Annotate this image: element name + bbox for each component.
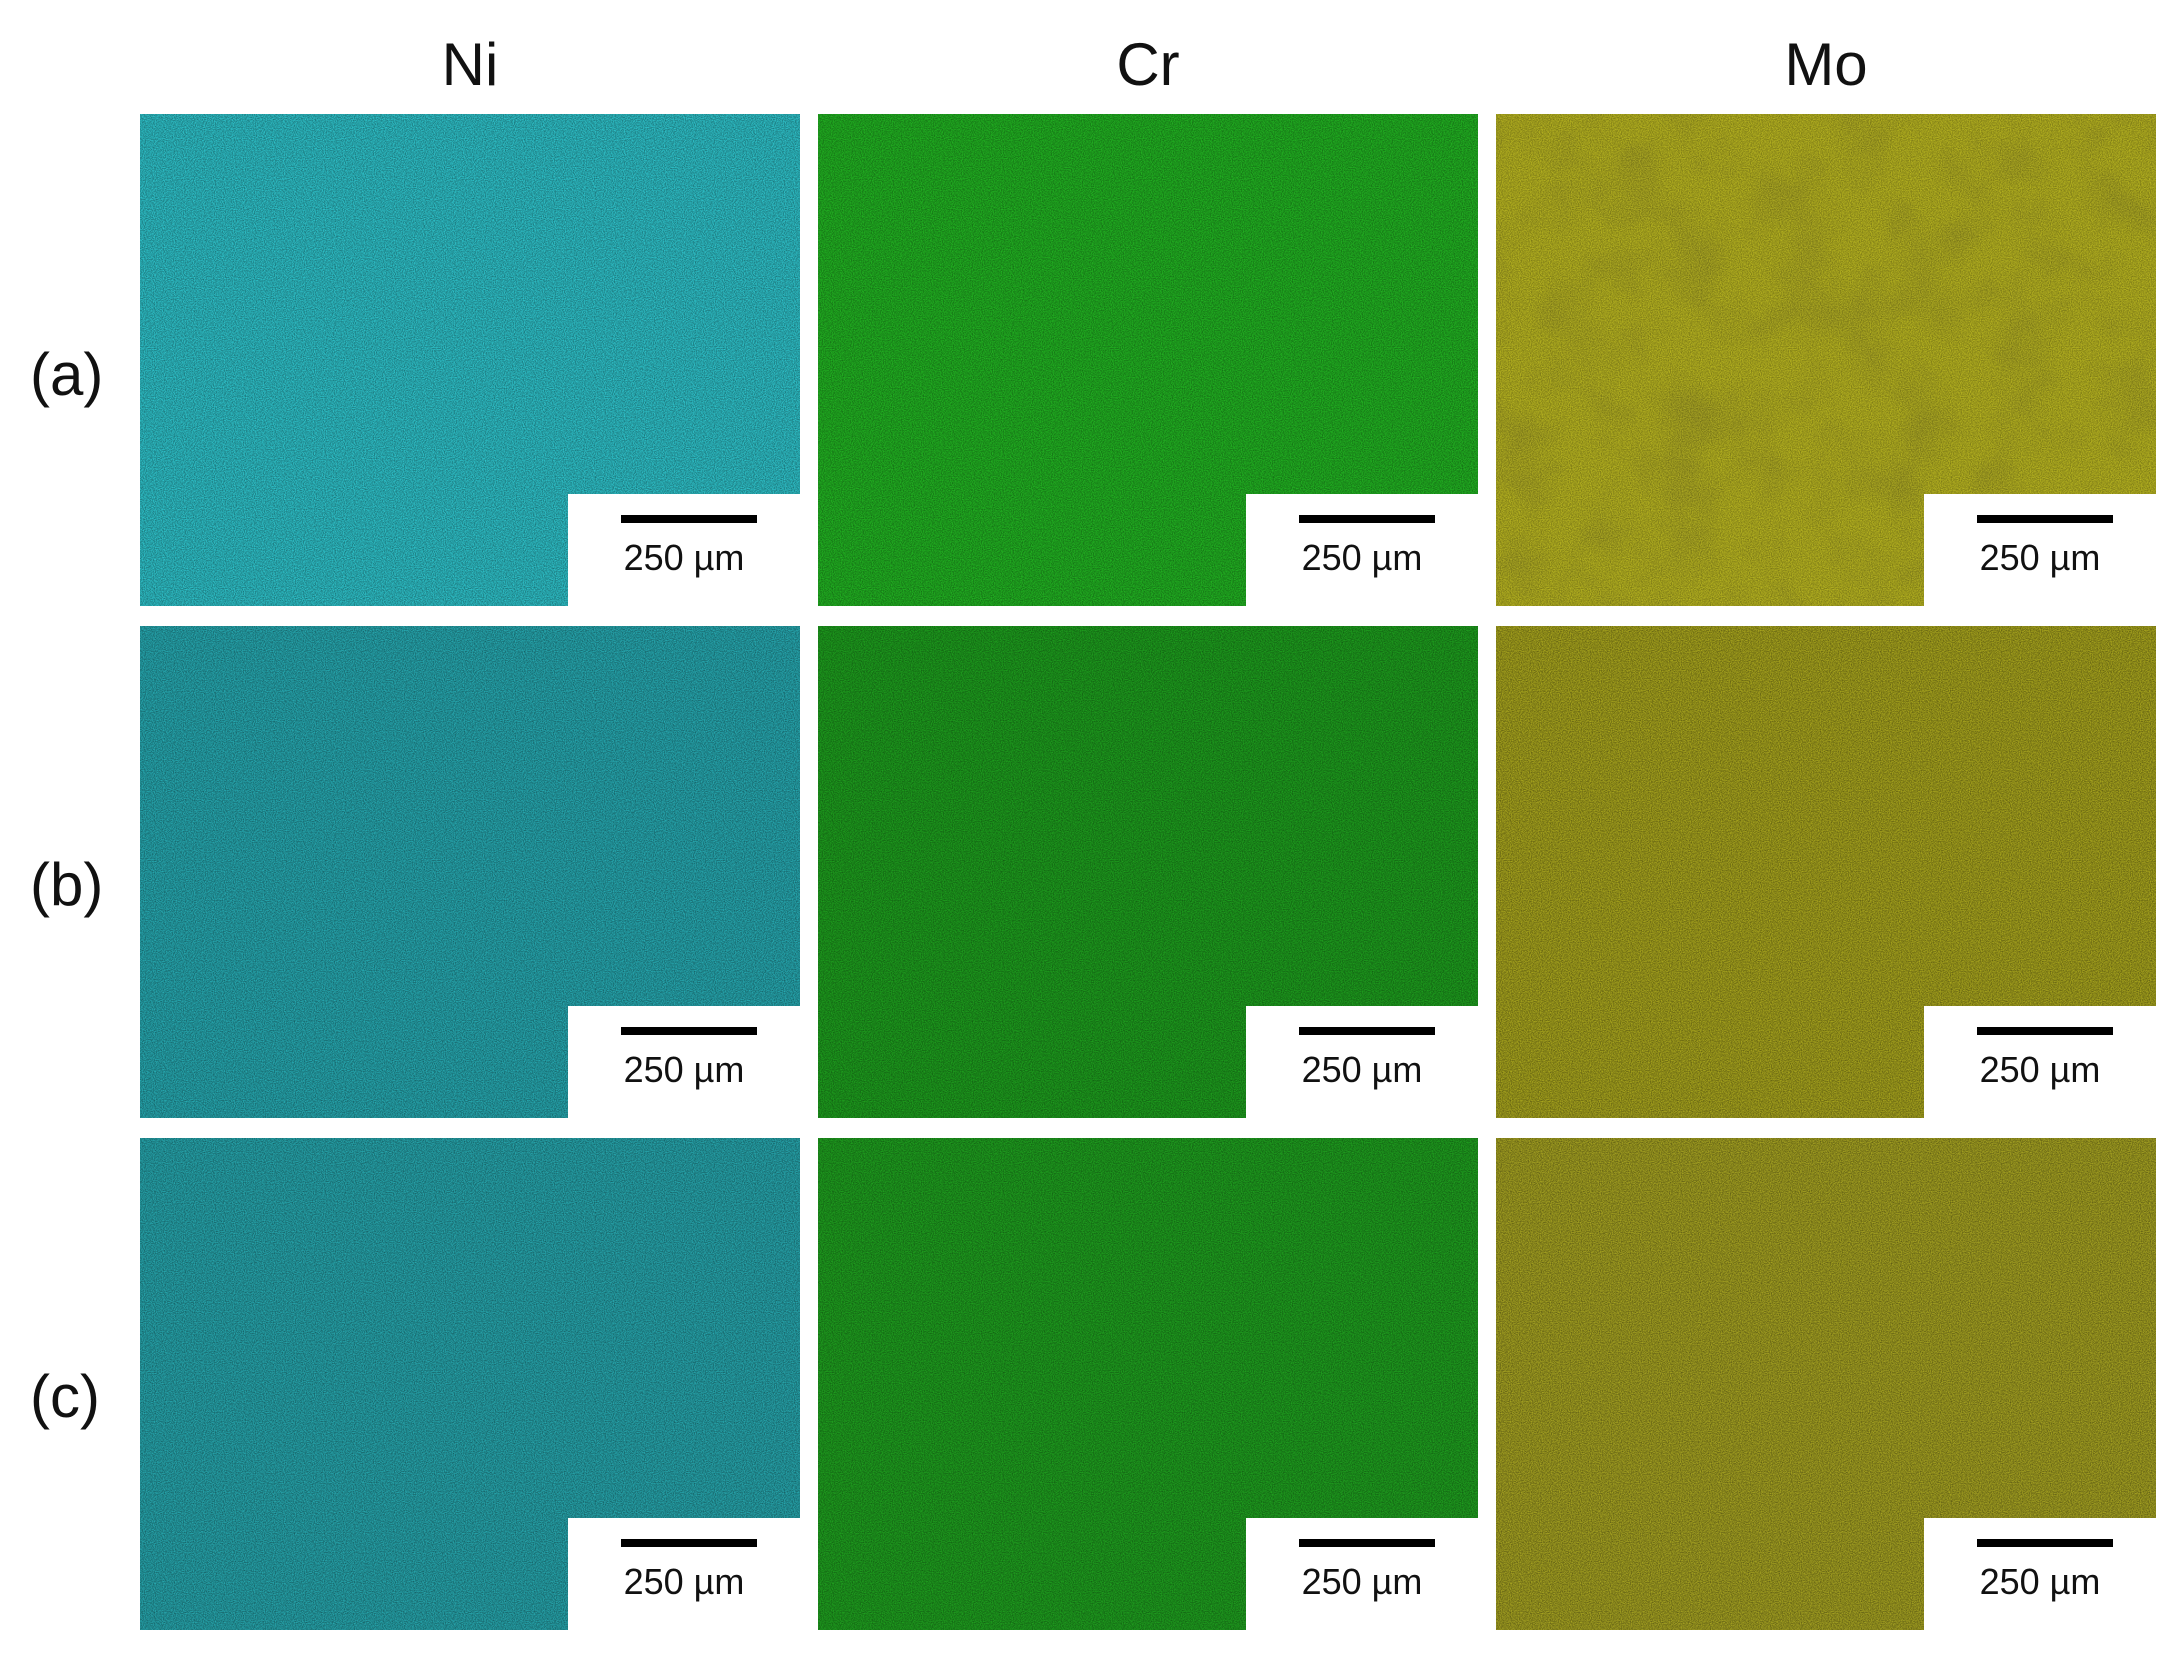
column-header-ni: Ni	[441, 31, 499, 98]
map-panel-a-ni: 250 µm	[140, 114, 800, 606]
ni-map-a	[140, 114, 800, 606]
scale-bar-box: 250 µm	[1924, 1518, 2156, 1630]
map-panel-c-cr: 250 µm	[818, 1138, 1478, 1630]
scale-bar-box: 250 µm	[568, 1518, 800, 1630]
scale-bar-box: 250 µm	[568, 494, 800, 606]
scale-bar	[1299, 1027, 1435, 1035]
scale-bar-box: 250 µm	[1924, 494, 2156, 606]
scale-bar-label: 250 µm	[1979, 537, 2101, 578]
scale-bar-box: 250 µm	[1246, 1518, 1478, 1630]
ni-map-b	[140, 626, 800, 1118]
row-label-b: (b)	[30, 851, 104, 918]
scale-bar-label: 250 µm	[623, 537, 745, 578]
scale-bar-label: 250 µm	[1301, 1049, 1423, 1090]
map-panel-b-cr: 250 µm	[818, 626, 1478, 1118]
cr-map-b	[818, 626, 1478, 1118]
scale-bar-box: 250 µm	[1246, 1006, 1478, 1118]
map-panel-a-cr: 250 µm	[818, 114, 1478, 606]
row-label-a: (a)	[30, 341, 104, 408]
column-header-cr: Cr	[1116, 31, 1180, 98]
scale-bar	[1977, 1027, 2113, 1035]
scale-bar-label: 250 µm	[1979, 1561, 2101, 1602]
map-panel-c-mo: 250 µm	[1496, 1138, 2156, 1630]
scale-bar-label: 250 µm	[1301, 1561, 1423, 1602]
column-header-mo: Mo	[1784, 31, 1868, 98]
scale-bar-box: 250 µm	[1924, 1006, 2156, 1118]
scale-bar-label: 250 µm	[1301, 537, 1423, 578]
scale-bar	[1299, 515, 1435, 523]
row-label-c: (c)	[30, 1363, 100, 1430]
scale-bar	[621, 1027, 757, 1035]
scale-bar	[1299, 1539, 1435, 1547]
mo-map-a	[1496, 114, 2156, 606]
map-panel-a-mo: 250 µm	[1496, 114, 2156, 606]
scale-bar	[621, 515, 757, 523]
scale-bar	[1977, 1539, 2113, 1547]
scale-bar-box: 250 µm	[1246, 494, 1478, 606]
map-panel-b-mo: 250 µm	[1496, 626, 2156, 1118]
scale-bar-box: 250 µm	[568, 1006, 800, 1118]
scale-bar-label: 250 µm	[623, 1561, 745, 1602]
scale-bar	[1977, 515, 2113, 523]
scale-bar-label: 250 µm	[623, 1049, 745, 1090]
scale-bar	[621, 1539, 757, 1547]
scale-bar-label: 250 µm	[1979, 1049, 2101, 1090]
map-panel-c-ni: 250 µm	[140, 1138, 800, 1630]
map-panel-b-ni: 250 µm	[140, 626, 800, 1118]
